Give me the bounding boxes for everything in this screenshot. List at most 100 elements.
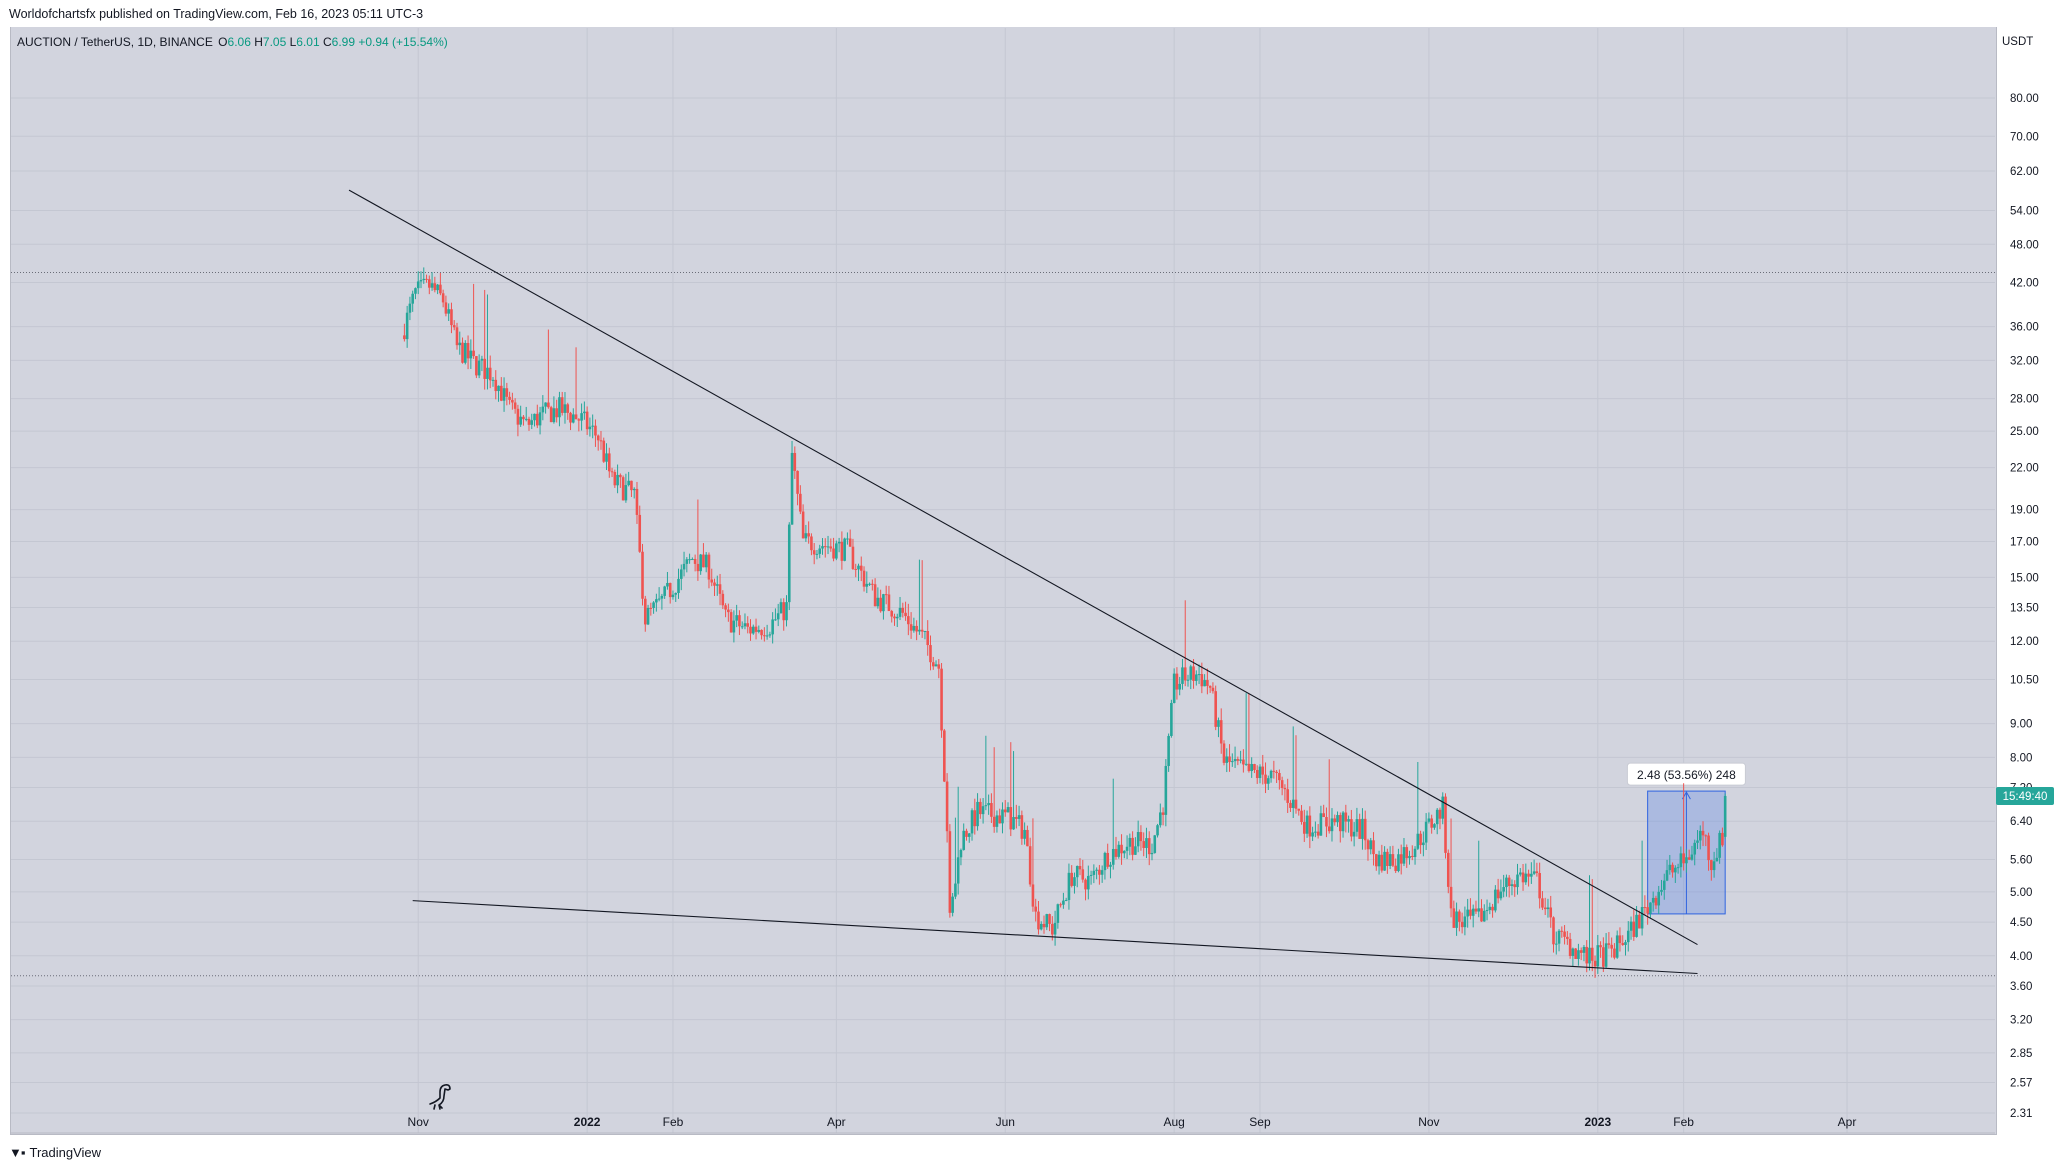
chart-pane[interactable] xyxy=(10,27,1997,1135)
candle-body xyxy=(1557,930,1561,944)
candle-body xyxy=(408,303,412,313)
candle-body xyxy=(1394,865,1397,872)
candle xyxy=(1087,865,1090,900)
candle-body xyxy=(674,592,678,595)
candle-body xyxy=(718,584,722,594)
price-tick-label: 70.00 xyxy=(2010,131,2039,143)
candle-body xyxy=(981,806,985,815)
candle-body xyxy=(1128,837,1132,847)
candle xyxy=(943,728,946,783)
candle xyxy=(1568,932,1572,959)
descending-support-trendline[interactable] xyxy=(412,900,1698,975)
candle-body xyxy=(1408,855,1411,859)
candle-body xyxy=(929,645,932,663)
candle-body xyxy=(469,350,473,359)
candle-body xyxy=(1159,812,1162,826)
candle xyxy=(1280,776,1284,796)
candle xyxy=(846,532,849,545)
candle-body xyxy=(959,849,963,858)
candle xyxy=(1017,805,1021,827)
descending-resistance-trendline[interactable] xyxy=(348,189,1698,946)
tradingview-logo-icon[interactable]: ▼▪ xyxy=(9,1145,26,1160)
candle xyxy=(1186,674,1190,687)
candle-body xyxy=(1679,853,1683,868)
candle xyxy=(1502,874,1505,898)
candle xyxy=(444,295,448,317)
candle-body xyxy=(627,480,630,486)
candle xyxy=(1410,845,1414,861)
candle xyxy=(868,582,871,586)
candle xyxy=(1485,899,1489,921)
candle xyxy=(1045,913,1049,931)
candle xyxy=(494,370,498,400)
candle xyxy=(851,538,855,570)
candle-body xyxy=(1419,833,1422,846)
candle-body xyxy=(907,616,910,625)
candle xyxy=(430,272,434,291)
candle xyxy=(1042,915,1046,934)
candle xyxy=(848,529,852,547)
candle xyxy=(1433,823,1436,830)
candle xyxy=(1341,811,1345,838)
candle xyxy=(591,414,594,439)
candle xyxy=(558,391,561,427)
candle xyxy=(574,347,578,420)
candle xyxy=(538,406,542,435)
candle-body xyxy=(1228,756,1231,763)
candle-body xyxy=(843,538,846,561)
candle xyxy=(793,446,797,479)
candle xyxy=(1469,898,1472,920)
candle xyxy=(1319,805,1323,836)
candle xyxy=(796,470,799,506)
candle-body xyxy=(1602,947,1605,967)
candle xyxy=(630,480,633,498)
candle-body xyxy=(1200,674,1204,687)
candle-body xyxy=(1518,872,1522,875)
measure-tool[interactable]: 2.48 (53.56%) 248 xyxy=(1626,762,1746,915)
candle xyxy=(1316,824,1320,839)
candle-body xyxy=(1560,930,1564,932)
candle xyxy=(699,553,702,575)
candle xyxy=(1374,853,1378,871)
candle-body xyxy=(1319,813,1323,836)
candle xyxy=(403,323,406,342)
candle-body xyxy=(859,565,863,571)
candle xyxy=(1505,874,1508,897)
candle xyxy=(1244,693,1248,766)
candle-body xyxy=(765,635,769,637)
candle xyxy=(1482,904,1486,922)
candle xyxy=(552,396,556,424)
candle xyxy=(895,613,899,628)
candle xyxy=(1203,674,1206,687)
candle xyxy=(602,437,606,463)
candle-body xyxy=(1626,930,1630,943)
candle xyxy=(1053,910,1057,946)
candle-body xyxy=(549,407,553,423)
candle xyxy=(959,848,963,866)
candle xyxy=(425,274,428,283)
candle-body xyxy=(425,278,428,280)
candle xyxy=(776,603,780,627)
candle-body xyxy=(555,408,558,418)
candle xyxy=(416,271,420,295)
symbol-name[interactable]: AUCTION / TetherUS, 1D, BINANCE xyxy=(17,35,213,49)
candle-body xyxy=(1297,808,1301,811)
candle xyxy=(893,613,896,626)
candle xyxy=(1250,757,1253,778)
time-tick-label: Apr xyxy=(1838,1115,1857,1129)
candle xyxy=(832,537,835,562)
candle xyxy=(818,544,822,559)
candle xyxy=(555,399,558,423)
trendlines[interactable] xyxy=(348,189,1698,975)
dotted-levels xyxy=(11,271,1995,977)
candle xyxy=(1369,837,1373,855)
footer-brand[interactable]: TradingView xyxy=(29,1145,102,1160)
candle-body xyxy=(760,629,763,636)
candle-body xyxy=(926,631,930,646)
candle-body xyxy=(1291,799,1295,808)
candle-body xyxy=(1477,908,1481,912)
candle-body xyxy=(1208,685,1212,688)
candle xyxy=(1294,735,1298,814)
candle-body xyxy=(799,493,802,512)
